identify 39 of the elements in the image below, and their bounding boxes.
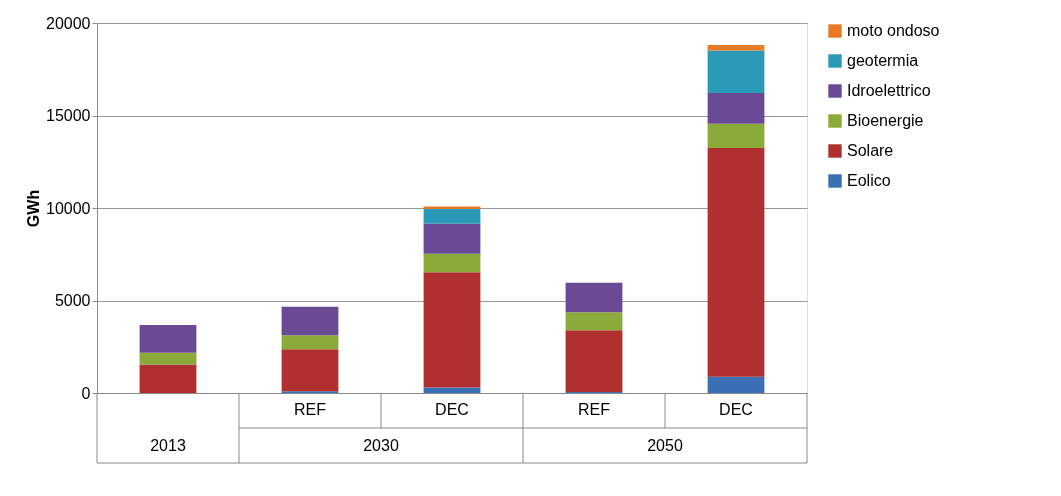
y-tick-label: 15000 xyxy=(46,107,91,124)
bar xyxy=(707,376,765,393)
bar xyxy=(139,324,197,353)
bar xyxy=(281,306,339,336)
bar xyxy=(281,335,339,350)
bar xyxy=(707,147,765,377)
bar xyxy=(423,223,481,254)
bar xyxy=(707,123,765,148)
bar xyxy=(707,93,765,124)
y-tick-label: 5000 xyxy=(54,292,91,309)
legend-label: Bioenergie xyxy=(847,112,924,129)
bar xyxy=(423,272,481,388)
bar xyxy=(565,330,623,393)
legend-label: Idroelettrico xyxy=(847,82,931,99)
bar xyxy=(423,209,481,224)
legend-label: geotermia xyxy=(847,52,919,69)
text: 2013 xyxy=(150,437,186,454)
legend-label: moto ondoso xyxy=(847,22,940,39)
x-tick-label: REF xyxy=(294,400,327,418)
text: 2050 xyxy=(647,437,683,454)
text: 2030 xyxy=(363,437,399,454)
bar xyxy=(707,45,765,51)
y-axis-title: GWh xyxy=(25,189,43,228)
bar xyxy=(565,282,623,313)
bar xyxy=(423,253,481,273)
legend-label: Solare xyxy=(847,142,894,159)
bar xyxy=(139,352,197,365)
legend-label: Eolico xyxy=(847,172,891,189)
x-tick-label: REF xyxy=(578,400,611,418)
y-tick-label: 10000 xyxy=(46,199,91,217)
bar xyxy=(707,50,765,94)
bar xyxy=(423,387,481,393)
bar xyxy=(281,349,339,392)
y-tick-label: 20000 xyxy=(46,14,91,32)
bar xyxy=(139,364,197,393)
x-tick-label: DEC xyxy=(719,400,753,418)
x-tick-label: DEC xyxy=(435,400,469,418)
y-tick-label: 0 xyxy=(81,384,91,402)
bar xyxy=(565,312,623,331)
